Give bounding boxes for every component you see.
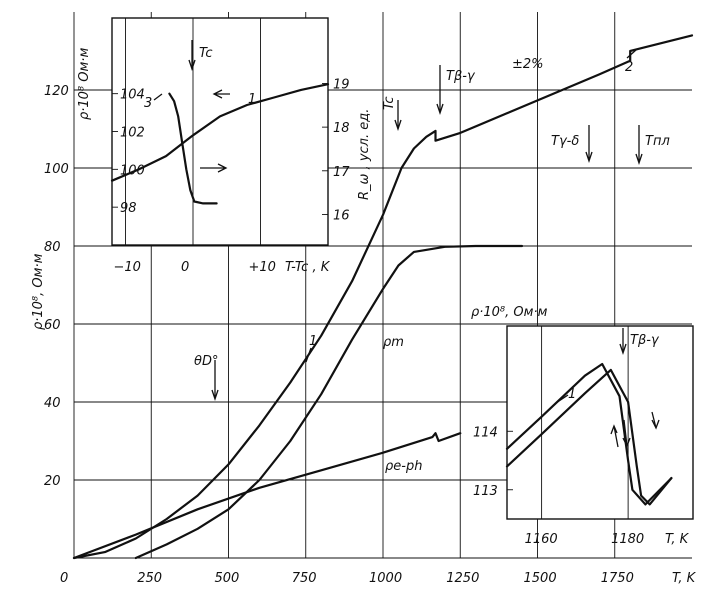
main-y-tick-5: 120 <box>44 84 69 99</box>
inset2-series-line-1 <box>505 368 673 506</box>
inset2-frame <box>506 325 694 520</box>
inset2-arrowhead-tbg <box>619 343 627 356</box>
main-axes <box>73 12 692 559</box>
inset1-frame <box>111 17 329 246</box>
inset2-y-tick-1: 114 <box>473 425 498 440</box>
inset1-arrow-left <box>212 89 230 99</box>
main-series <box>72 34 694 560</box>
inset1-background <box>112 18 328 245</box>
inset2-y-label: ρ·10⁸, Ом·м <box>471 305 548 320</box>
inset2-arrow-up <box>610 424 619 448</box>
inset1-y2-ticks: 16 17 18 19 <box>333 77 350 223</box>
annot-rho-eph: ρe-ph <box>385 459 422 474</box>
inset2-x-tick-1: 1180 <box>611 532 644 547</box>
main-series-line-1 <box>134 244 524 560</box>
inset1-y-tick-3: 104 <box>120 88 145 103</box>
main-arrows <box>211 49 643 402</box>
inset1-x-tick-1: 0 <box>181 260 189 275</box>
main-x-tick-3: 750 <box>292 571 317 586</box>
inset1-leader-3 <box>153 93 163 101</box>
leader-curve-2 <box>626 49 637 59</box>
inset1-series <box>110 83 330 205</box>
main-x-tick-1: 250 <box>137 571 162 586</box>
main-y-tick-0: 20 <box>44 474 61 489</box>
main-y-tick-1: 40 <box>44 396 61 411</box>
annot-error: ±2% <box>512 57 544 72</box>
main-y-tick-3: 80 <box>44 240 61 255</box>
main-annotations: Tc Tβ-γ Tγ-δ Tпл θD° ±2% 1 2 ρm ρe-ph <box>194 57 670 474</box>
inset2-x-tick-0: 1160 <box>525 532 558 547</box>
inset2-annot-tbg: Tβ-γ <box>630 333 660 348</box>
inset1-series-line-0 <box>110 83 330 182</box>
inset1-x-ticks: −10 0 +10 <box>114 260 276 275</box>
arrowhead-tgd <box>585 151 593 164</box>
inset1-y2-tick-3: 19 <box>333 77 350 92</box>
main-y-ticks: 20 40 60 80 100 120 <box>44 84 69 489</box>
inset1-x-tick-2: +10 <box>249 260 276 275</box>
arrowhead-thetad <box>211 389 219 402</box>
arrowhead-tmelt <box>635 153 643 166</box>
inset1-axes <box>111 17 329 246</box>
main-series-line-0 <box>72 34 694 560</box>
inset2-x-label: T, K <box>665 532 690 547</box>
annot-tbg: Tβ-γ <box>446 69 476 84</box>
inset1-grid <box>112 18 328 245</box>
inset2-leader-1 <box>555 394 569 404</box>
main-x-tick-4: 1000 <box>369 571 402 586</box>
annot-thetad: θD° <box>194 354 218 369</box>
main-y-tick-4: 100 <box>44 162 69 177</box>
inset1-series-line-1 <box>168 92 218 205</box>
inset1-y2-tick-2: 18 <box>333 121 350 136</box>
inset2-arrow-down <box>651 411 660 430</box>
inset1-y2-tick-1: 17 <box>333 165 350 180</box>
inset1-y-label: ρ·10⁸ Ом·м <box>77 48 92 120</box>
inset1-annot-curve-1: 1 <box>248 92 256 107</box>
inset2-axes <box>506 325 694 520</box>
inset2-x-ticks: 1160 1180 <box>525 532 645 547</box>
inset2-annot-curve-1: 1 <box>568 387 576 402</box>
annot-tgd: Tγ-δ <box>551 134 579 149</box>
main-x-tick-7: 1750 <box>601 571 634 586</box>
inset1-y-tick-0: 98 <box>120 201 137 216</box>
inset1-annot-tc: Tc <box>199 46 212 61</box>
main-x-label: T, K <box>672 571 697 586</box>
inset1-x-label: T-Tc , K <box>285 260 331 275</box>
inset1-arrow-right <box>200 163 228 173</box>
inset1-y2-tick-0: 16 <box>333 208 350 223</box>
main-series-line-2 <box>72 432 462 560</box>
annot-curve-2: 2 <box>625 60 633 75</box>
annot-tmelt: Tпл <box>645 134 670 149</box>
main-x-tick-2: 500 <box>215 571 240 586</box>
inset2-y-tick-0: 113 <box>473 484 498 499</box>
inset1-annot-curve-3: 3 <box>144 96 152 111</box>
inset2-y-ticks: 113 114 <box>473 425 498 498</box>
main-x-tick-5: 1250 <box>446 571 479 586</box>
main-x-ticks: 0 250 500 750 1000 1250 1500 1750 <box>60 571 634 586</box>
main-y-tick-2: 60 <box>44 318 61 333</box>
inset2-grid <box>507 326 629 519</box>
main-y-right-label: R_ω , усл. ед. <box>357 109 372 200</box>
main-y-label: ρ·10⁸, Ом·м <box>31 253 46 330</box>
inset2-arrow-down2 <box>622 419 631 448</box>
main-x-tick-6: 1500 <box>524 571 557 586</box>
inset1-arrowhead-tc <box>188 59 196 72</box>
arrowhead-tbg <box>436 103 444 116</box>
arrowhead-tc <box>394 119 402 132</box>
leader-curve-1 <box>305 347 312 363</box>
inset-hysteresis-chart: 1160 1180 113 114 T, K ρ·10⁸, Ом·м Tβ-γ 1 <box>471 305 694 547</box>
annot-tc: Tc <box>382 97 397 110</box>
annot-rho-m: ρm <box>383 335 404 350</box>
inset1-x-tick-0: −10 <box>114 260 141 275</box>
main-x-tick-0: 0 <box>60 571 68 586</box>
inset1-y-tick-2: 102 <box>120 126 145 141</box>
annot-curve-1: 1 <box>309 334 317 349</box>
